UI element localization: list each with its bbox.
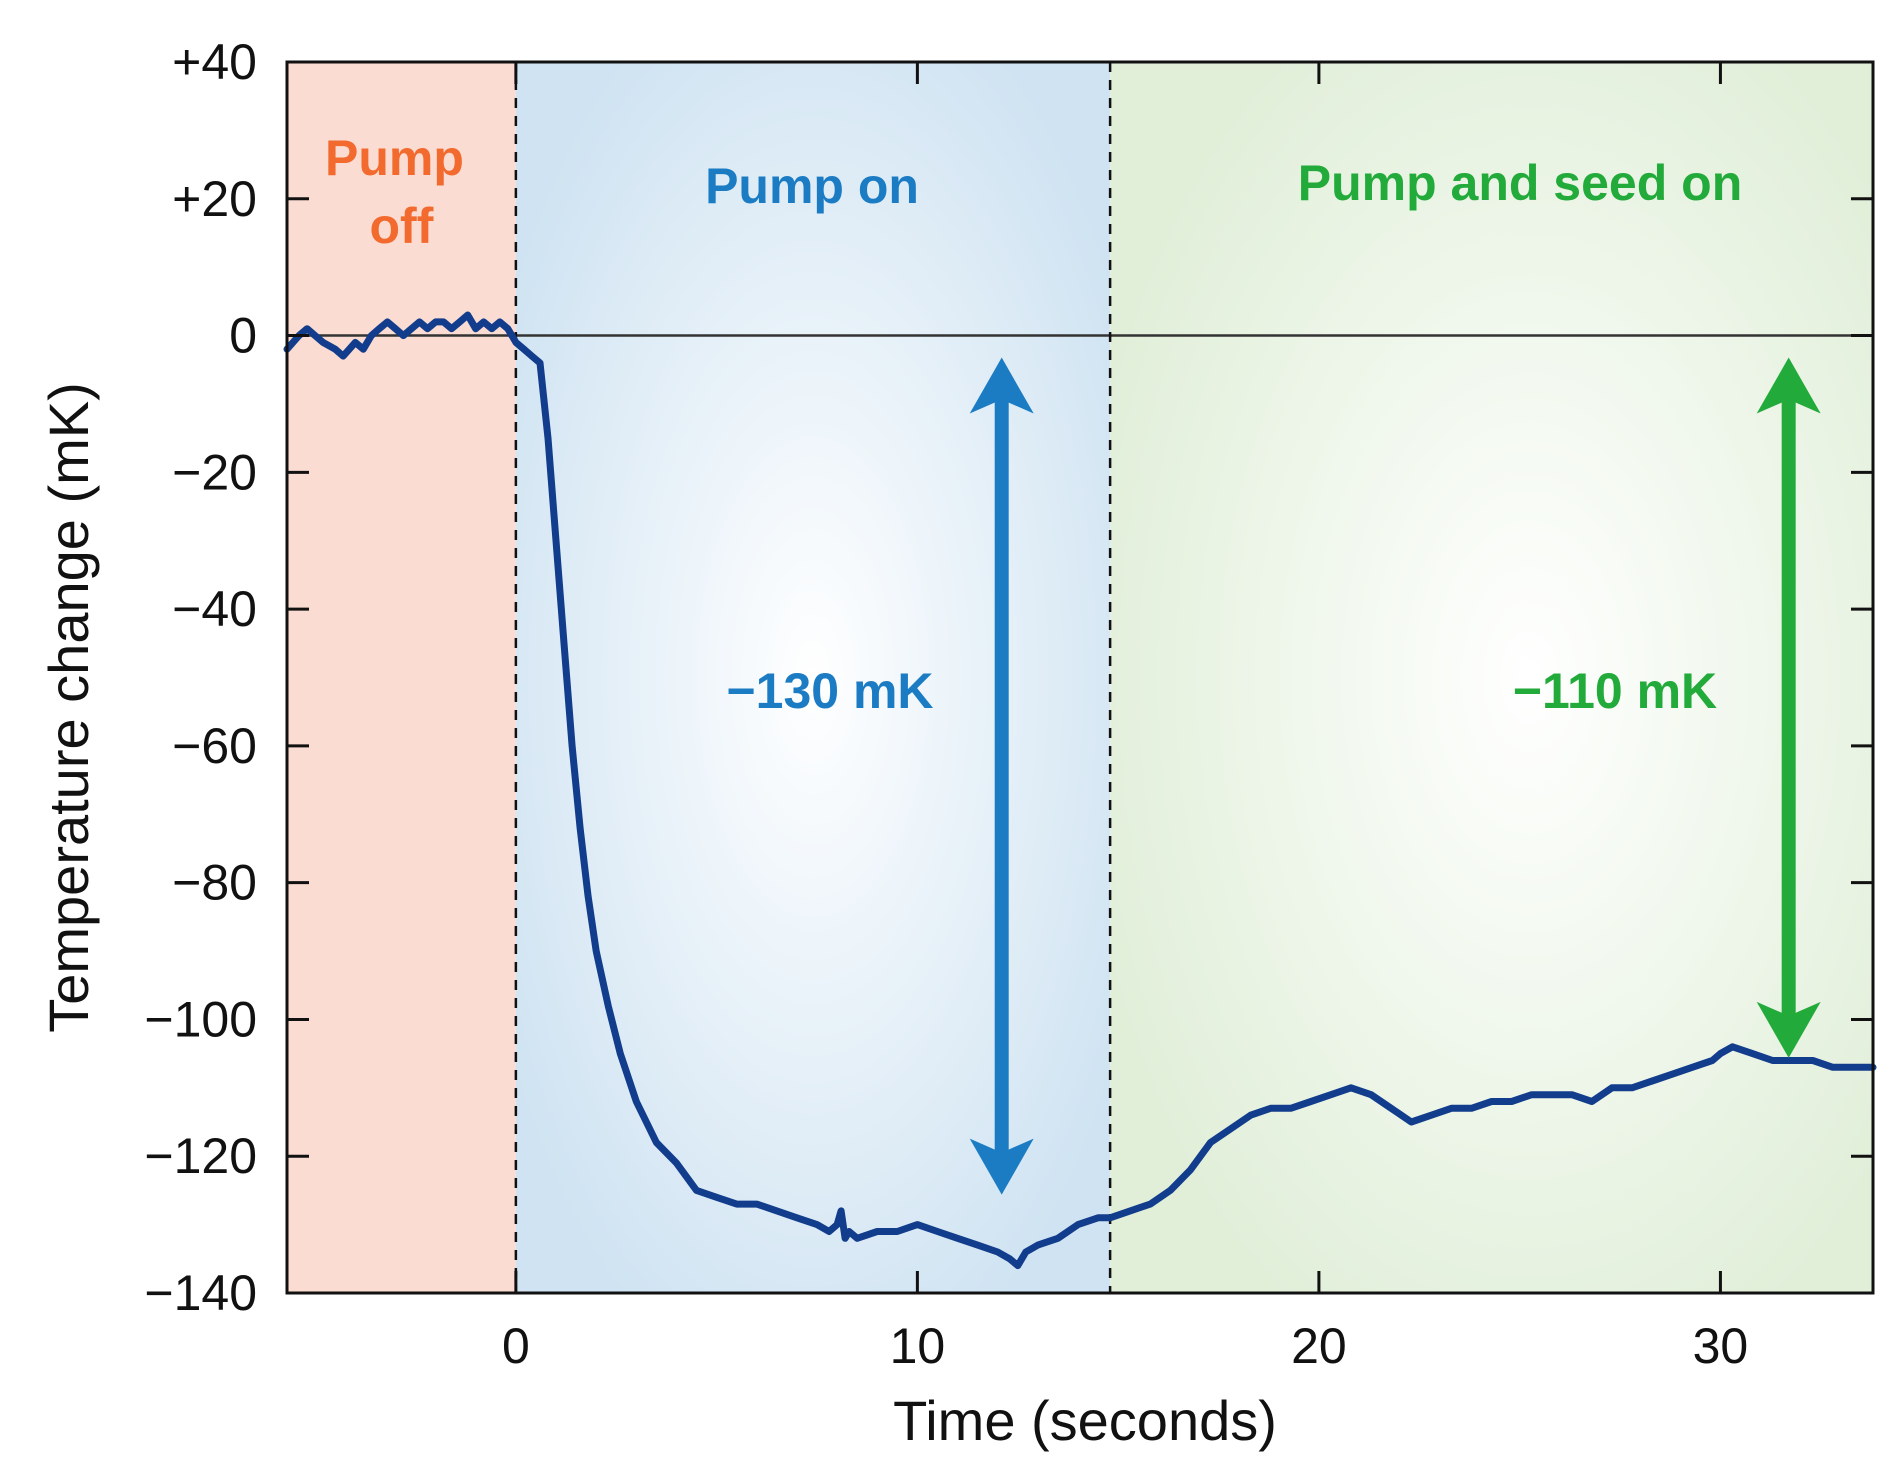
region-label-pump-off: Pump off <box>325 130 478 254</box>
y-tick-label: −140 <box>144 1265 257 1321</box>
y-tick-label: −20 <box>172 444 257 500</box>
y-tick-label: −120 <box>144 1128 257 1184</box>
y-tick-label: +40 <box>172 34 257 90</box>
y-tick-label: −100 <box>144 991 257 1047</box>
plot-frame <box>285 60 1875 1295</box>
region-label-pump-seed-on: Pump and seed on <box>1298 155 1743 211</box>
x-axis: 0 10 20 30 <box>502 62 1748 1374</box>
y-tick-label: −40 <box>172 581 257 637</box>
x-tick-label: 30 <box>1693 1318 1749 1374</box>
arrow-head-up <box>1756 357 1821 414</box>
y-tick-label: −60 <box>172 718 257 774</box>
x-tick-label: 10 <box>890 1318 946 1374</box>
background-regions <box>287 62 1873 1293</box>
region-pump-seed-on <box>1110 62 1873 1293</box>
x-tick-label: 0 <box>502 1318 530 1374</box>
region-label-line: Pump on <box>705 158 919 214</box>
x-tick-label: 20 <box>1291 1318 1347 1374</box>
temperature-series-line <box>283 311 1877 1270</box>
arrow-head-down <box>969 1138 1034 1195</box>
annotation-arrow-pump-on <box>969 357 1034 1195</box>
arrow-head-down <box>1756 1001 1821 1058</box>
y-tick-label: 0 <box>229 308 257 364</box>
region-label-line: off <box>370 198 434 254</box>
y-tick-label: +20 <box>172 171 257 227</box>
region-label-line: Pump <box>325 130 464 186</box>
y-tick-label: −80 <box>172 855 257 911</box>
annotation-label-130mk: −130 mK <box>726 663 933 719</box>
x-axis-title: Time (seconds) <box>893 1389 1277 1452</box>
y-axis-title: Temperature change (mK) <box>37 382 100 1033</box>
region-label-line: Pump and seed on <box>1298 155 1743 211</box>
y-axis: +40 +20 0 −20 −40 −60 −80 −100 −120 −140 <box>144 34 1873 1321</box>
annotation-label-110mk: −110 mK <box>1513 663 1717 719</box>
arrow-head-up <box>969 357 1034 414</box>
region-pump-on <box>515 62 1111 1293</box>
annotation-arrow-pump-seed <box>1756 357 1821 1058</box>
region-label-pump-on: Pump on <box>705 158 919 214</box>
region-pump-off <box>287 62 516 1293</box>
